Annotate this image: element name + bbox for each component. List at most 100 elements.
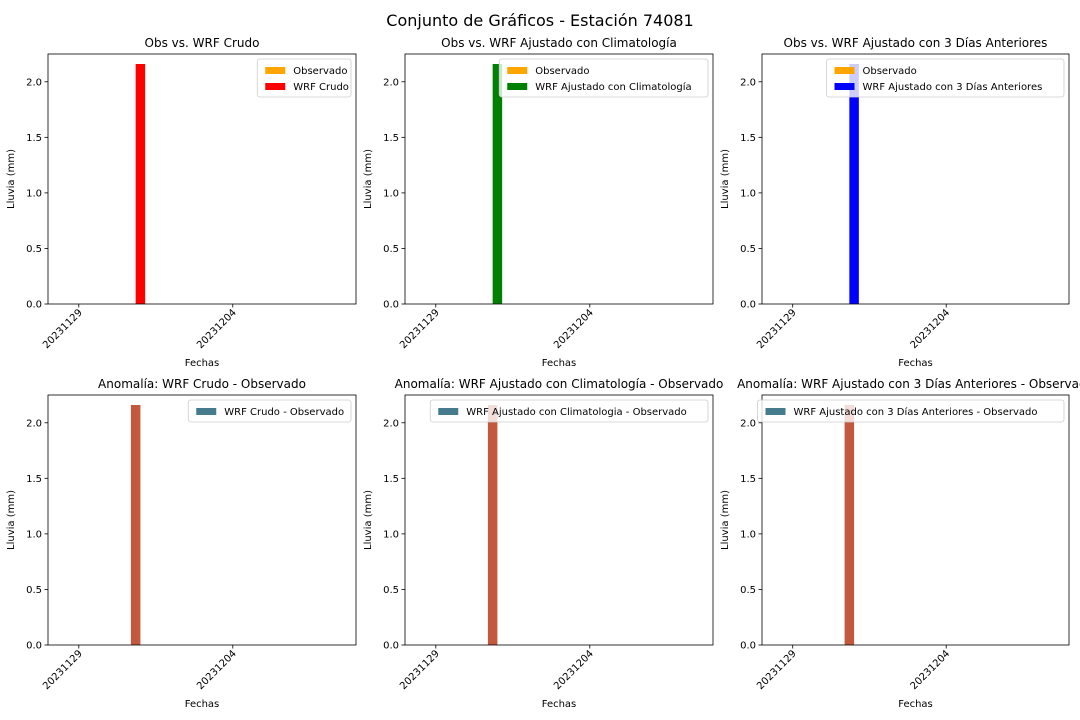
legend-swatch <box>507 67 528 74</box>
legend-label: WRF Ajustado con Climatología <box>535 81 691 93</box>
bar <box>844 405 855 645</box>
legend-swatch <box>265 83 286 90</box>
y-tick-label: 1.0 <box>383 188 399 199</box>
x-tick-label: 20231204 <box>552 648 596 692</box>
axes-frame <box>47 53 357 305</box>
legend-swatch <box>834 83 855 90</box>
y-tick-label: 1.0 <box>26 188 42 199</box>
y-tick-label: 1.5 <box>740 474 756 485</box>
legend-box <box>757 399 1065 423</box>
y-tick-label: 2.0 <box>383 418 399 429</box>
y-tick-label: 2.0 <box>383 77 399 88</box>
y-tick-label: 0.5 <box>740 244 756 255</box>
x-tick-label: 20231204 <box>195 307 239 351</box>
x-tick-label: 20231129 <box>398 307 442 351</box>
y-tick-label: 0.0 <box>26 300 42 311</box>
subplot-title: Obs vs. WRF Ajustado con Climatología <box>441 36 677 50</box>
bar <box>487 405 498 645</box>
subplot-5: Anomalía: WRF Ajustado con Climatología … <box>363 377 723 710</box>
legend-label: Observado <box>293 66 347 77</box>
axes-frame <box>47 394 357 646</box>
y-tick-label: 2.0 <box>740 418 756 429</box>
bar <box>492 64 503 304</box>
y-axis-label: Lluvia (mm) <box>363 490 374 550</box>
x-axis-label: Fechas <box>542 699 577 710</box>
legend: WRF Ajustado con Climatologia - Observad… <box>429 399 709 423</box>
subplot-title: Anomalía: WRF Crudo - Observado <box>98 377 306 391</box>
x-tick-label: 20231129 <box>41 307 85 351</box>
y-tick-label: 1.0 <box>383 529 399 540</box>
x-axis-label: Fechas <box>185 699 220 710</box>
x-axis-label: Fechas <box>542 358 577 369</box>
legend-swatch <box>765 408 786 415</box>
y-tick-label: 0.0 <box>383 300 399 311</box>
y-tick-label: 1.5 <box>383 133 399 144</box>
figure-title: Conjunto de Gráficos - Estación 74081 <box>386 11 694 30</box>
x-axis-label: Fechas <box>898 699 933 710</box>
axes-frame <box>404 53 714 305</box>
x-tick-label: 20231129 <box>398 648 442 692</box>
x-axis-label: Fechas <box>898 358 933 369</box>
y-axis-label: Lluvia (mm) <box>720 149 731 209</box>
y-tick-label: 0.5 <box>26 585 42 596</box>
axes-frame <box>404 394 714 646</box>
bar <box>130 405 141 645</box>
x-tick-label: 20231204 <box>909 307 953 351</box>
legend-box <box>187 399 352 423</box>
subplot-1: Obs vs. WRF Crudo 0.0 0.5 1.0 1.5 2.0 20231129… <box>6 36 357 369</box>
subplot-title: Obs vs. WRF Ajustado con 3 Días Anterior… <box>784 36 1048 50</box>
legend-swatch <box>507 83 528 90</box>
legend-swatch <box>196 408 217 415</box>
bar <box>849 64 859 304</box>
x-tick-label: 20231129 <box>755 648 799 692</box>
axes-frame <box>761 53 1070 305</box>
y-tick-label: 1.0 <box>740 188 756 199</box>
x-tick-label: 20231204 <box>195 648 239 692</box>
subplot-title: Obs vs. WRF Crudo <box>145 36 260 50</box>
legend: Observado WRF Ajustado con Climatología <box>498 58 709 98</box>
subplot-title: Anomalía: WRF Ajustado con 3 Días Anteri… <box>737 377 1080 391</box>
legend-label: Observado <box>863 66 917 77</box>
legend-box <box>429 399 709 423</box>
y-tick-label: 1.5 <box>740 133 756 144</box>
legend-box <box>498 58 709 98</box>
x-tick-label: 20231204 <box>552 307 596 351</box>
y-tick-label: 0.0 <box>740 300 756 311</box>
subplot-3: Obs vs. WRF Ajustado con 3 Días Anterior… <box>720 36 1070 369</box>
legend-swatch <box>438 408 459 415</box>
x-axis-label: Fechas <box>185 358 220 369</box>
x-tick-label: 20231204 <box>909 648 953 692</box>
y-tick-label: 0.5 <box>26 244 42 255</box>
axes-frame <box>761 394 1070 646</box>
y-axis-label: Lluvia (mm) <box>363 149 374 209</box>
y-tick-label: 0.5 <box>383 244 399 255</box>
legend: Observado WRF Crudo <box>256 58 352 98</box>
y-tick-label: 1.5 <box>383 474 399 485</box>
y-axis-label: Lluvia (mm) <box>720 490 731 550</box>
y-tick-label: 0.0 <box>26 641 42 652</box>
legend-label: Observado <box>535 66 589 77</box>
y-axis-label: Lluvia (mm) <box>6 490 17 550</box>
legend-label: WRF Ajustado con 3 Días Anteriores - Obs… <box>794 406 1038 418</box>
y-tick-label: 0.0 <box>740 641 756 652</box>
y-tick-label: 0.5 <box>383 585 399 596</box>
x-tick-label: 20231129 <box>41 648 85 692</box>
legend-label: WRF Crudo - Observado <box>224 407 344 418</box>
legend: WRF Ajustado con 3 Días Anteriores - Obs… <box>757 399 1065 423</box>
x-tick-label: 20231129 <box>755 307 799 351</box>
legend-box <box>826 58 1065 98</box>
y-tick-label: 2.0 <box>26 418 42 429</box>
y-axis-label: Lluvia (mm) <box>6 149 17 209</box>
legend: WRF Crudo - Observado <box>187 399 352 423</box>
y-tick-label: 1.5 <box>26 474 42 485</box>
subplot-6: Anomalía: WRF Ajustado con 3 Días Anteri… <box>720 377 1080 710</box>
legend-label: WRF Crudo <box>293 82 349 93</box>
subplot-title: Anomalía: WRF Ajustado con Climatología … <box>395 377 724 391</box>
y-tick-label: 1.0 <box>740 529 756 540</box>
y-tick-label: 1.0 <box>26 529 42 540</box>
legend-label: WRF Ajustado con 3 Días Anteriores <box>863 81 1043 93</box>
y-tick-label: 1.5 <box>26 133 42 144</box>
y-tick-label: 0.5 <box>740 585 756 596</box>
legend-swatch <box>834 67 855 74</box>
